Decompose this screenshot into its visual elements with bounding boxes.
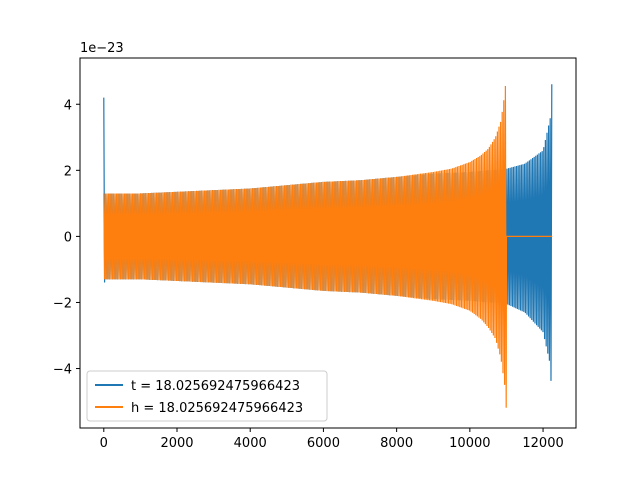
y-tick-label: 0 xyxy=(64,230,72,245)
y-axis: −4 −2 0 2 4 xyxy=(53,98,80,378)
y-tick-label: 2 xyxy=(64,164,72,179)
legend-box xyxy=(86,370,328,422)
legend-label-h: h = 18.025692475966423 xyxy=(131,401,303,416)
series-line-h xyxy=(103,85,553,408)
plot-frame xyxy=(79,57,577,429)
x-tick-label: 0 xyxy=(100,436,108,451)
x-tick-label: 10000 xyxy=(449,436,490,451)
y-tick-label: 4 xyxy=(64,98,72,113)
legend-label-t: t = 18.025692475966423 xyxy=(131,379,300,394)
series-layer xyxy=(103,84,553,408)
x-tick-label: 8000 xyxy=(380,436,413,451)
x-tick-label: 2000 xyxy=(160,436,193,451)
legend: t = 18.025692475966423 h = 18.0256924759… xyxy=(86,370,328,422)
x-axis: 0 2000 4000 6000 8000 10000 12000 xyxy=(100,428,564,451)
x-tick-label: 4000 xyxy=(234,436,267,451)
x-tick-label: 6000 xyxy=(307,436,340,451)
y-offset-label: 1e−23 xyxy=(80,41,124,56)
y-tick-label: −2 xyxy=(53,296,72,311)
x-tick-label: 12000 xyxy=(522,436,563,451)
y-tick-label: −4 xyxy=(53,363,72,378)
